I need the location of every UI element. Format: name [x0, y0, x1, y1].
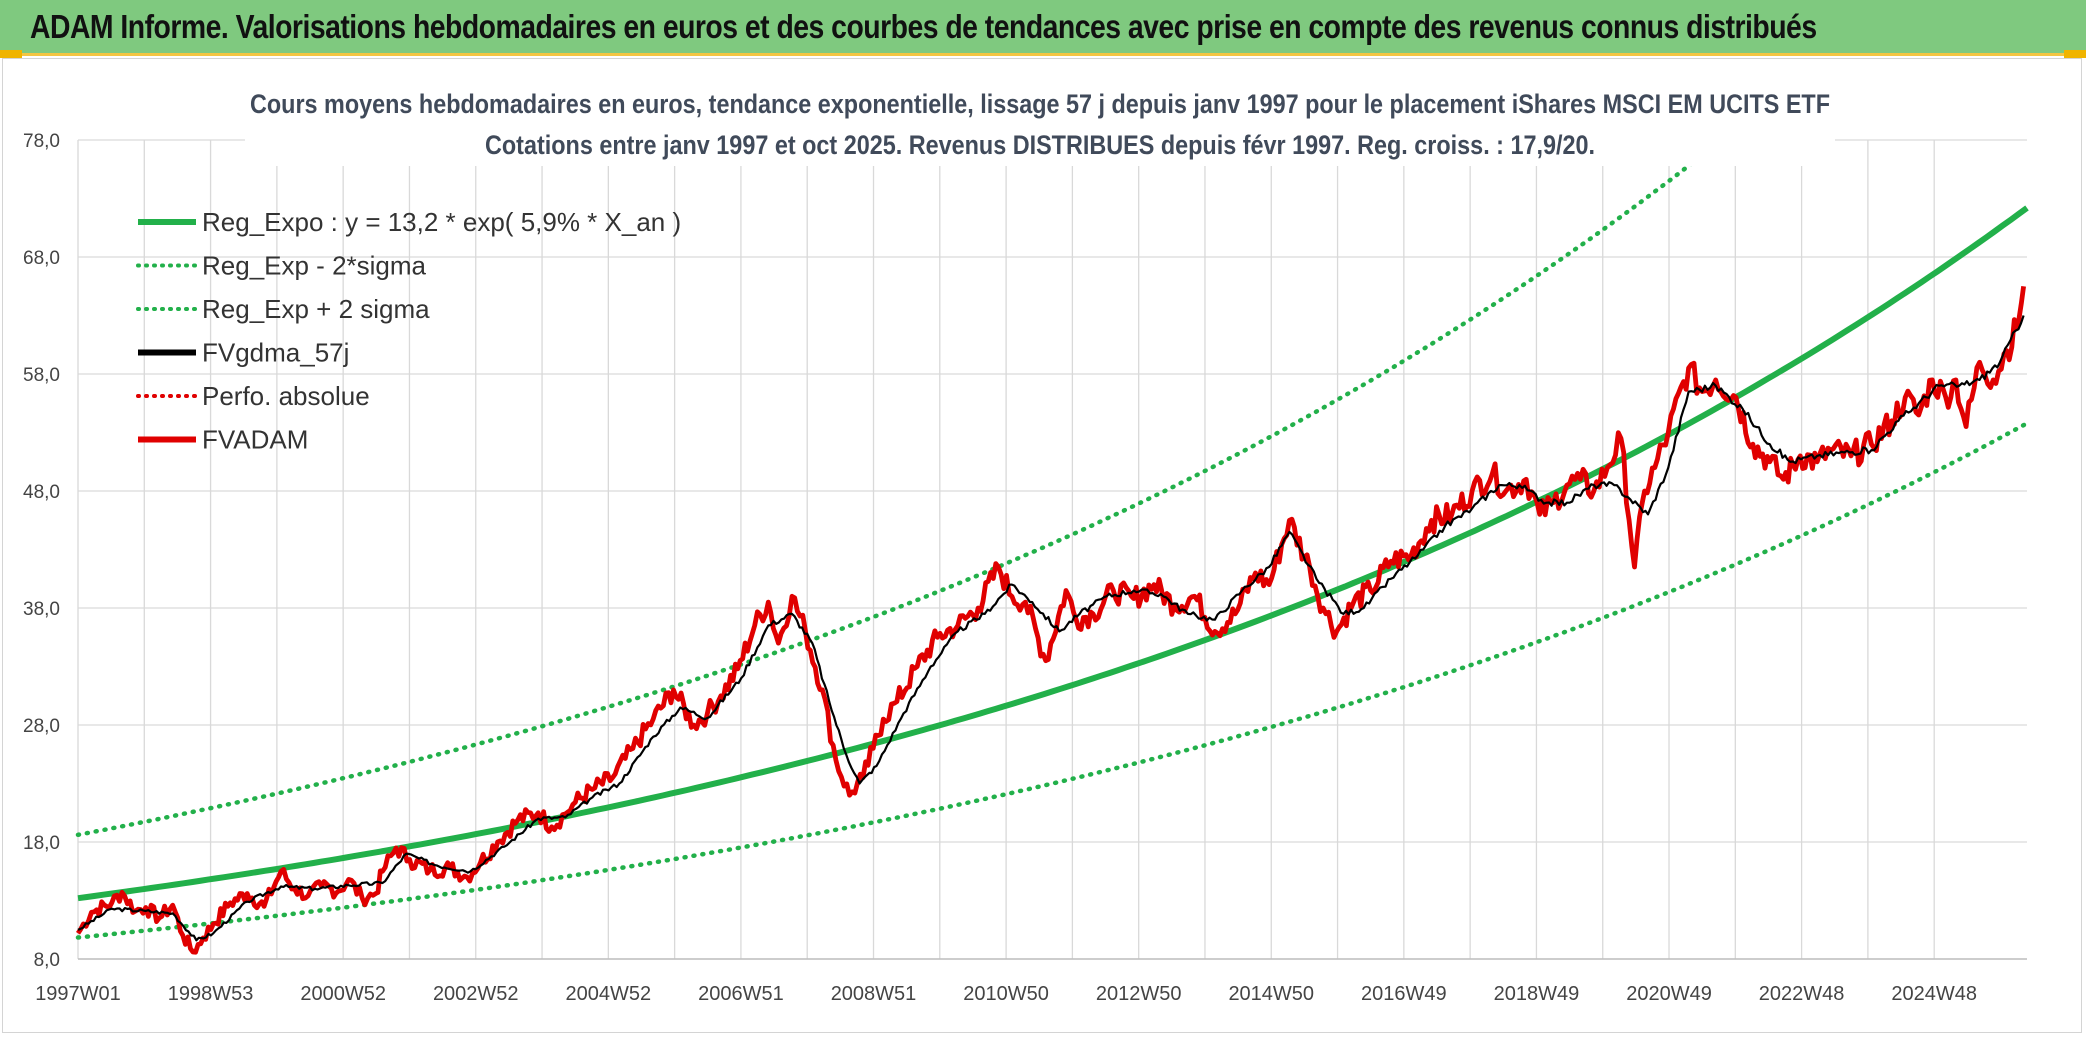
y-tick-label: 68,0 — [23, 248, 60, 269]
x-tick-label: 2010W50 — [963, 983, 1049, 1005]
fvgdma-57j-line — [77, 315, 2025, 942]
y-tick-label: 18,0 — [23, 833, 60, 854]
y-tick-label: 78,0 — [23, 131, 60, 152]
series-lines — [75, 140, 2030, 955]
x-tick-label: 1998W53 — [168, 983, 254, 1005]
legend: Reg_Expo : y = 13,2 * exp( 5,9% * X_an )… — [136, 207, 681, 455]
x-tick-label: 2022W48 — [1759, 983, 1845, 1005]
banner-corner-right — [2064, 50, 2086, 58]
y-tick-label: 8,0 — [34, 950, 60, 971]
legend-label: Reg_Expo : y = 13,2 * exp( 5,9% * X_an ) — [202, 207, 681, 237]
report-banner: ADAM Informe. Valorisations hebdomadaire… — [0, 0, 2086, 56]
x-tick-label: 2008W51 — [831, 983, 917, 1005]
x-tick-label: 2016W49 — [1361, 983, 1447, 1005]
chart-title-line1: Cours moyens hebdomadaires en euros, ten… — [250, 89, 1830, 119]
y-axis-ticks: 78,0 68,0 58,0 48,0 38,0 28,0 18,0 8,0 — [23, 131, 60, 971]
x-tick-label: 2018W49 — [1494, 983, 1580, 1005]
x-tick-label: 2000W52 — [300, 983, 386, 1005]
y-tick-label: 38,0 — [23, 599, 60, 620]
y-tick-label: 58,0 — [23, 365, 60, 386]
x-tick-label: 2020W49 — [1626, 983, 1712, 1005]
reg-exp-minus-2sigma-line — [75, 421, 2030, 940]
x-tick-label: 2004W52 — [566, 983, 652, 1005]
x-tick-label: 2012W50 — [1096, 983, 1182, 1005]
legend-label: Reg_Exp - 2*sigma — [202, 251, 427, 281]
y-tick-label: 28,0 — [23, 716, 60, 737]
x-tick-label: 2002W52 — [433, 983, 519, 1005]
legend-label: FVgdma_57j — [202, 338, 349, 368]
x-tick-label: 2024W48 — [1891, 983, 1977, 1005]
legend-label: Perfo. absolue — [202, 381, 370, 411]
legend-label: Reg_Exp + 2 sigma — [202, 294, 430, 324]
report-title: ADAM Informe. Valorisations hebdomadaire… — [30, 8, 1817, 45]
chart-titles: Cours moyens hebdomadaires en euros, ten… — [245, 86, 1835, 166]
legend-label: FVADAM — [202, 425, 308, 455]
reg-exp-plus-2sigma-line — [75, 140, 1721, 838]
banner-corner-left — [0, 50, 22, 58]
title-background — [245, 86, 1835, 166]
grid — [77, 139, 2027, 960]
chart-frame — [2, 58, 2082, 1033]
x-tick-label: 2006W51 — [698, 983, 784, 1005]
x-tick-label: 1997W01 — [35, 983, 121, 1005]
y-tick-label: 48,0 — [23, 482, 60, 503]
x-tick-label: 2014W50 — [1228, 983, 1314, 1005]
x-axis-ticks: 1997W01 1998W53 2000W52 2002W52 2004W52 2006W… — [35, 983, 1977, 1005]
chart-title-line2: Cotations entre janv 1997 et oct 2025. R… — [485, 130, 1595, 160]
